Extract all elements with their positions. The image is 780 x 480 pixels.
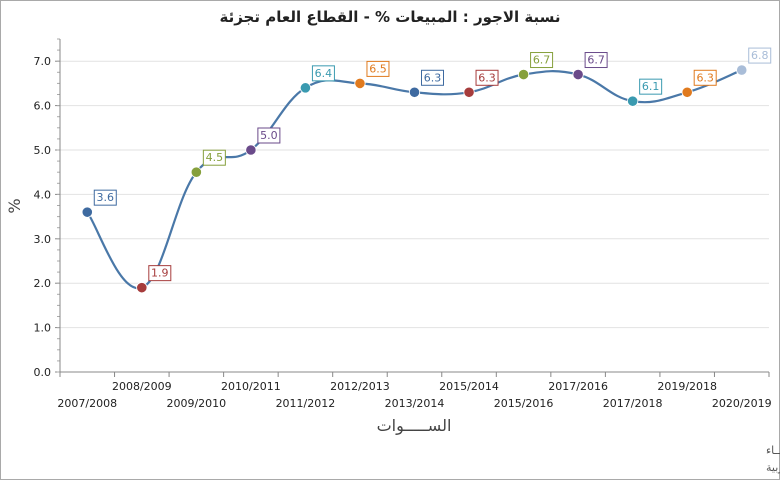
x-tick-label: 2007/2008: [57, 397, 117, 410]
x-tick-label: 2008/2009: [112, 380, 172, 393]
x-tick-label: 2017/2018: [603, 397, 663, 410]
data-label-box: [93, 189, 117, 206]
data-label: 5.0: [260, 129, 278, 142]
data-point: [245, 144, 257, 156]
data-label-box: [530, 52, 554, 69]
data-point: [463, 86, 475, 98]
data-label-box: [257, 127, 281, 144]
data-label: 6.3: [478, 71, 496, 84]
data-label: 6.7: [533, 54, 551, 67]
data-label: 6.4: [315, 67, 333, 80]
data-point: [81, 206, 93, 218]
x-tick-label: 2020/2019: [712, 397, 772, 410]
data-label-box: [475, 69, 499, 86]
x-tick-label: 2011/2012: [276, 397, 336, 410]
data-point: [681, 86, 693, 98]
data-label-box: [693, 69, 717, 86]
data-point: [190, 166, 202, 178]
x-tick-label: 2010/2011: [221, 380, 281, 393]
data-label-box: [584, 52, 608, 69]
y-tick-label: 1.0: [34, 322, 52, 335]
x-tick-label: 2015/2014: [439, 380, 499, 393]
x-tick-label: 2009/2010: [166, 397, 226, 410]
data-label: 6.1: [642, 80, 660, 93]
data-point: [299, 82, 312, 94]
y-tick-label: 5.0: [34, 144, 52, 157]
y-tick-label: 0.0: [34, 366, 52, 379]
x-tick-labels: 2007/2008 2008/2009 2009/2010 2010/2011 2011…: [57, 380, 771, 410]
data-label: 6.7: [587, 54, 605, 67]
data-label: 4.5: [206, 151, 224, 164]
data-label-box: [311, 65, 335, 82]
x-tick-label: 2017/2016: [548, 380, 608, 393]
data-points: [81, 64, 748, 294]
data-label-box: [148, 265, 172, 282]
credit-line-2: المصدر الأساسي للأحصاءات الرسمية لجمهوري…: [766, 460, 780, 474]
data-label: 6.5: [369, 62, 387, 75]
data-point: [736, 64, 748, 76]
y-tick-label: 2.0: [34, 277, 52, 290]
data-point: [627, 95, 639, 107]
x-axis-title: الســـــوات: [377, 416, 452, 436]
data-point: [408, 86, 421, 98]
x-tick-label: 2013/2014: [385, 397, 445, 410]
axes: [55, 38, 770, 377]
x-tick-label: 2015/2016: [494, 397, 554, 410]
grid: [60, 60, 769, 373]
data-label: 6.8: [751, 49, 769, 62]
data-point: [136, 282, 148, 294]
chart-title: نسبة الاجور : المبيعات % - القطاع العام …: [220, 8, 561, 26]
y-tick-labels: 0.0 1.0 2.0 3.0 4.0 5.0 6.0 7.0: [34, 55, 52, 379]
data-label: 3.6: [97, 191, 115, 204]
data-label: 6.3: [424, 71, 442, 84]
data-label-box: [639, 78, 663, 95]
y-tick-label: 3.0: [34, 233, 52, 246]
data-label-box: [421, 69, 444, 86]
data-labels: 3.6 1.9 4.5 5.0 6.4 6.5 6.3 6.3 6.7 6.7 6.1 6.3 6.8: [93, 47, 772, 282]
data-point: [572, 68, 584, 81]
data-label-box: [748, 47, 772, 64]
series-line: [86, 69, 743, 290]
y-tick-label: 4.0: [34, 188, 52, 201]
y-axis-title: %: [5, 198, 24, 213]
data-label-box: [202, 149, 226, 166]
x-tick-label: 2012/2013: [330, 380, 390, 393]
x-tick-label: 2019/2018: [657, 380, 717, 393]
credit-line-1: حقوق الملكية للجهـــاز المركزي للتعبئة ا…: [766, 443, 780, 457]
data-label: 6.3: [696, 71, 714, 84]
y-tick-label: 6.0: [34, 100, 52, 113]
data-point: [517, 68, 530, 81]
data-label-box: [366, 60, 390, 77]
data-point: [354, 77, 366, 90]
y-tick-label: 7.0: [34, 55, 52, 68]
data-label: 1.9: [151, 267, 169, 280]
